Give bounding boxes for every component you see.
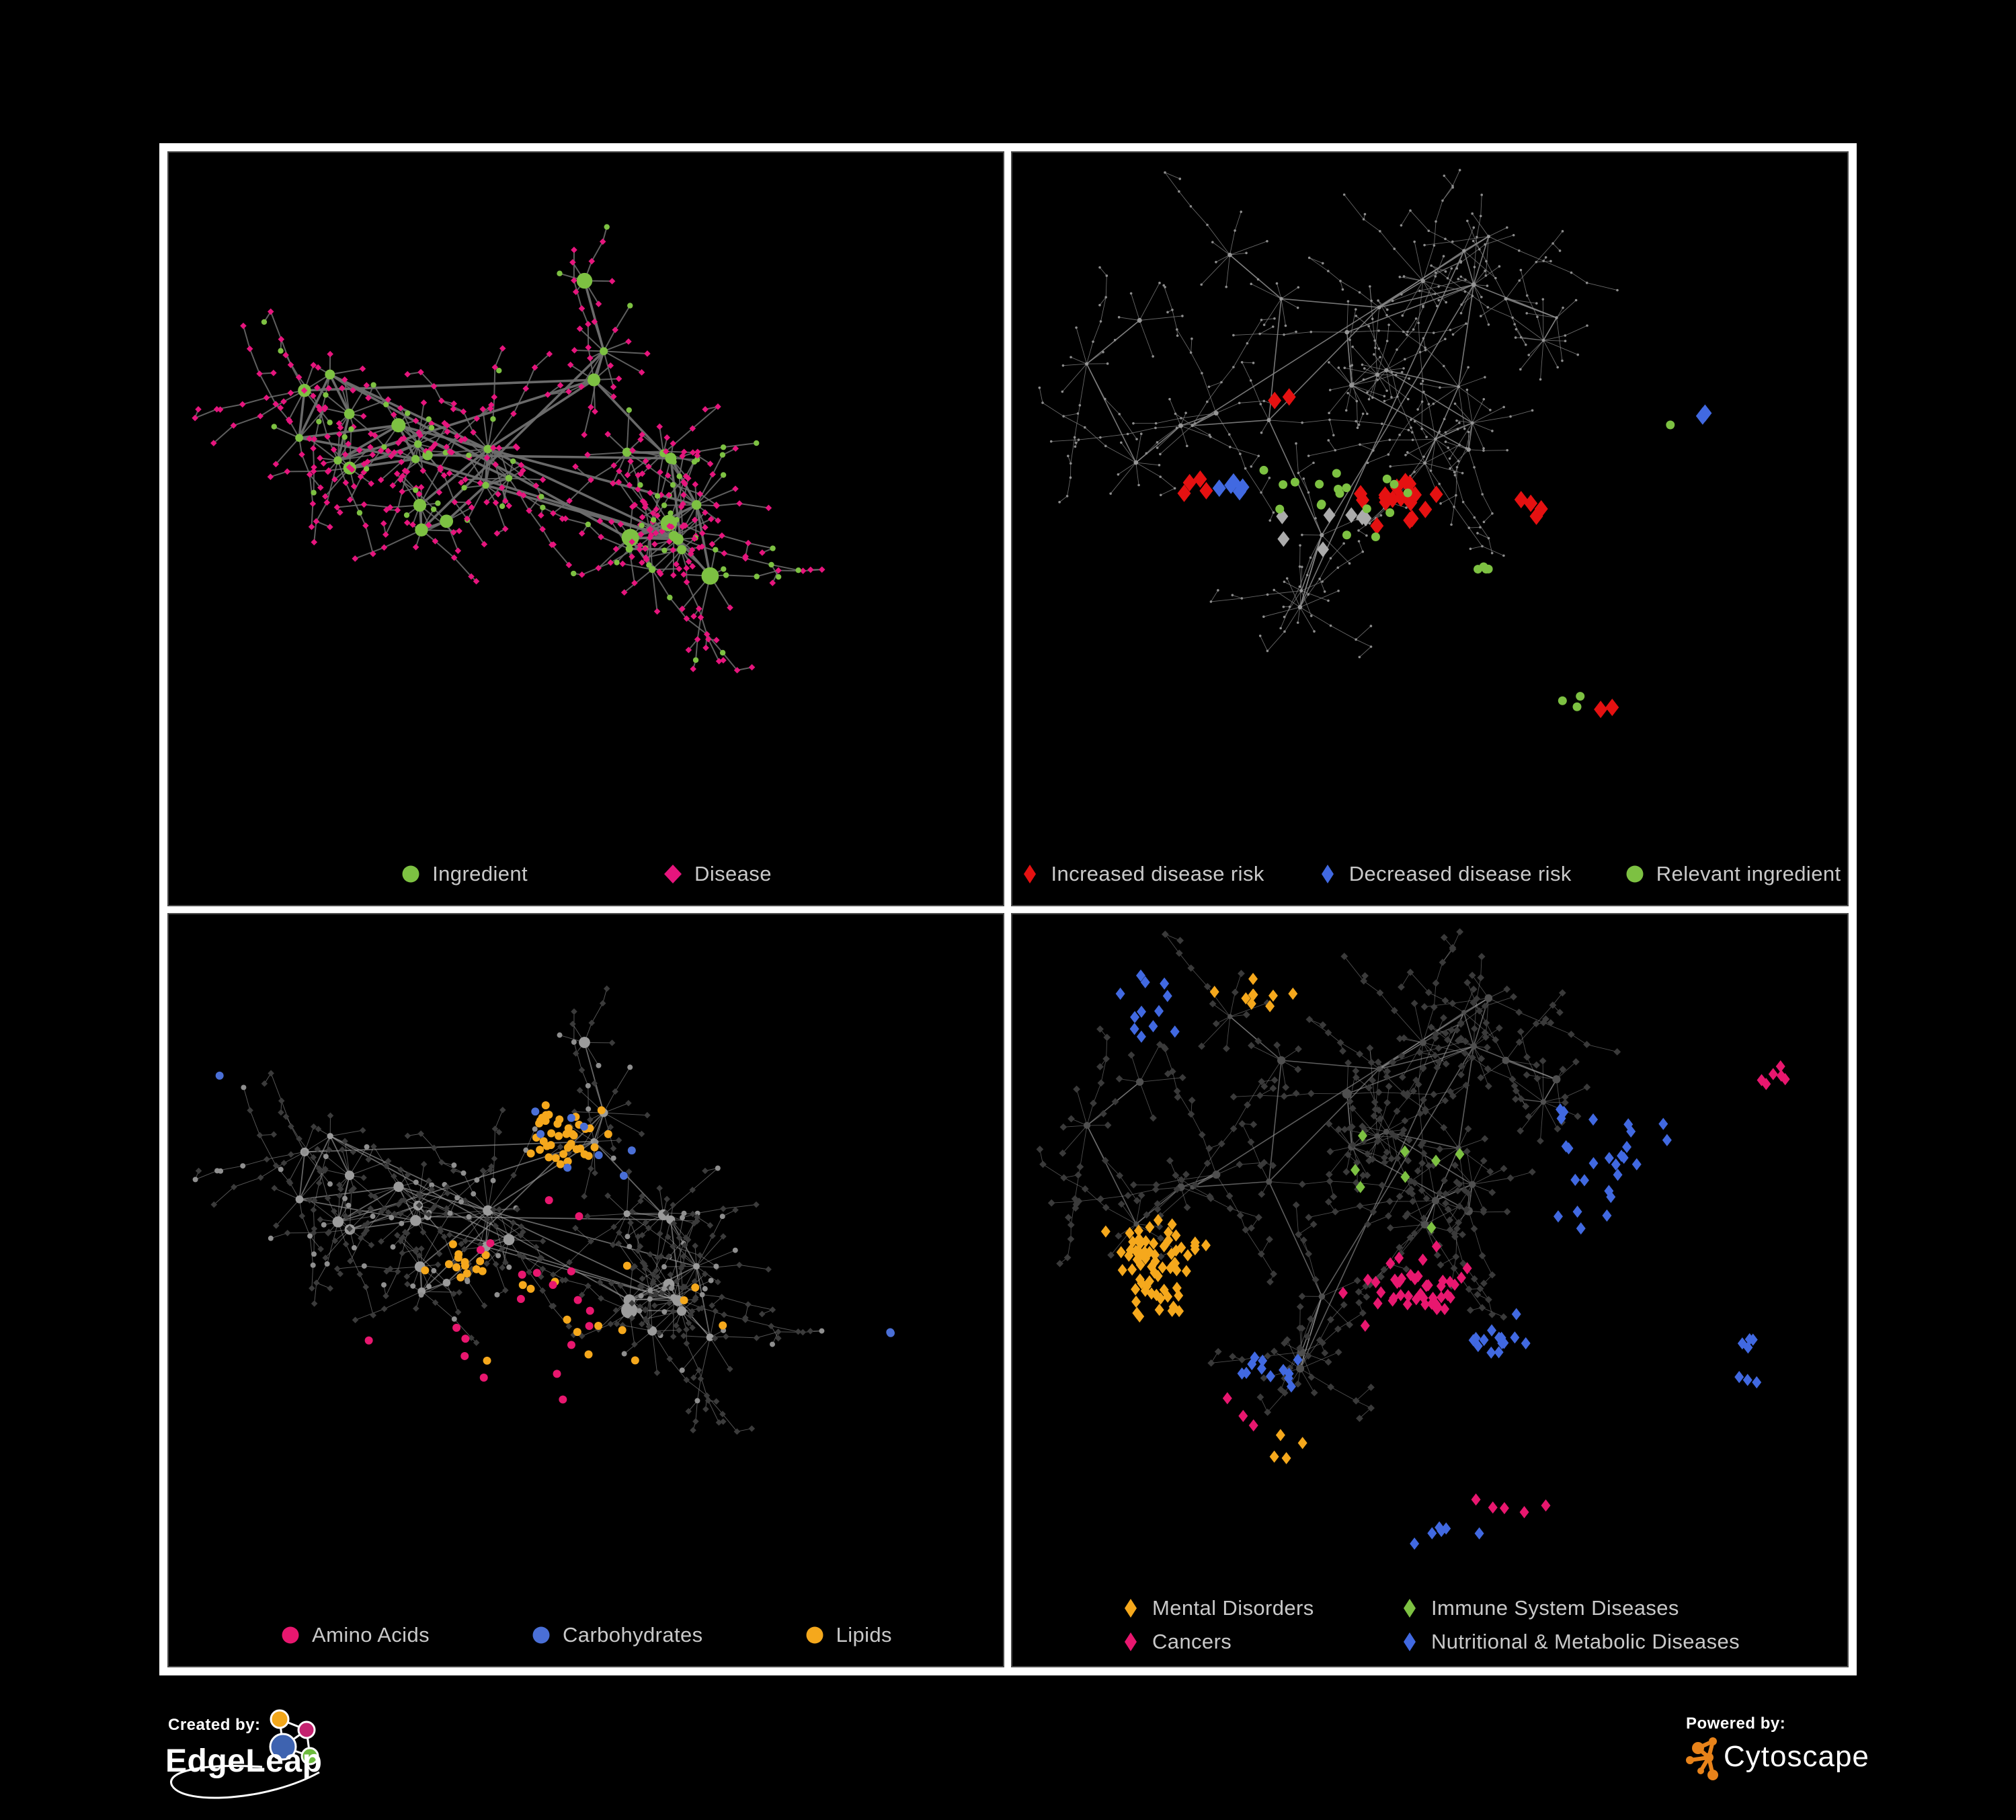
edgeleap-swoosh — [170, 1765, 320, 1799]
legend-circle-icon — [532, 1626, 550, 1644]
legend-item-decreased-disease-risk: Decreased disease risk — [1317, 862, 1572, 886]
legend-diamond-icon — [1124, 1632, 1137, 1651]
legend-label: Lipids — [836, 1623, 892, 1647]
legend-diamond-icon — [1321, 865, 1334, 883]
network-graph-nutrient-classes — [192, 985, 895, 1435]
legend-disease-classes: Mental Disorders Immune System Diseases Ca… — [1012, 1596, 1847, 1654]
legend-nutrient-classes: Amino Acids Carbohydrates Lipids — [169, 1623, 1003, 1647]
panel-nutrient-classes: Amino Acids Carbohydrates Lipids — [167, 913, 1004, 1667]
legend-label: Ingredient — [432, 862, 528, 885]
legend-item-mental-disorders: Mental Disorders — [1120, 1596, 1372, 1620]
legend-label: Disease — [694, 862, 772, 885]
cytoscape-logo-icon — [1686, 1737, 1718, 1780]
cytoscape-credit: Powered by: Cytoscape — [1682, 1708, 1870, 1802]
edgeleap-node-green — [300, 1747, 319, 1766]
legend-circle-icon — [806, 1626, 823, 1644]
cytoscape-wordmark: Cytoscape — [1724, 1740, 1869, 1773]
legend-diamond-icon — [1403, 1599, 1416, 1618]
legend-item-immune-system-diseases: Immune System Diseases — [1399, 1596, 1740, 1620]
legend-circle-icon — [402, 865, 419, 883]
edgeleap-node-pink — [297, 1720, 316, 1739]
legend-label: Decreased disease risk — [1348, 862, 1572, 885]
legend-label: Amino Acids — [312, 1623, 430, 1647]
created-by-label: Created by: — [168, 1716, 261, 1734]
legend-circle-icon — [282, 1626, 299, 1644]
legend-label: Increased disease risk — [1051, 862, 1264, 885]
legend-item-nutritional-metabolic-diseases: Nutritional & Metabolic Diseases — [1399, 1630, 1740, 1654]
edgeleap-wordmark: EdgeLeap — [165, 1743, 323, 1779]
legend-label: Nutritional & Metabolic Diseases — [1430, 1630, 1740, 1653]
legend-item-increased-disease-risk: Increased disease risk — [1019, 862, 1264, 886]
legend-ingredient-disease: Ingredient Disease — [169, 862, 1003, 886]
legend-diamond-icon — [664, 865, 682, 883]
legend-label: Carbohydrates — [563, 1623, 703, 1647]
panel-ingredient-disease: Ingredient Disease — [167, 151, 1004, 906]
legend-item-amino-acids: Amino Acids — [280, 1623, 430, 1647]
legend-label: Mental Disorders — [1152, 1596, 1314, 1620]
edgeleap-node-orange — [270, 1709, 290, 1729]
panel-disease-risk: Increased disease risk Decreased disease … — [1011, 151, 1849, 906]
legend-item-relevant-ingredient: Relevant ingredient — [1624, 862, 1841, 886]
legend-disease-risk: Increased disease risk Decreased disease … — [1012, 862, 1847, 886]
legend-item-disease: Disease — [662, 862, 772, 886]
legend-label: Relevant ingredient — [1656, 862, 1841, 885]
legend-label: Cancers — [1152, 1630, 1232, 1653]
legend-item-lipids: Lipids — [804, 1623, 892, 1647]
network-graph-disease-classes — [1036, 928, 1790, 1550]
four-panel-frame: Ingredient Disease Increased disease risk… — [159, 143, 1857, 1675]
legend-label: Immune System Diseases — [1430, 1596, 1679, 1620]
network-graph-disease-risk — [1038, 169, 1712, 719]
legend-item-ingredient: Ingredient — [400, 862, 528, 886]
legend-item-carbohydrates: Carbohydrates — [530, 1623, 703, 1647]
legend-diamond-icon — [1023, 865, 1036, 883]
edgeleap-logo-icon — [170, 1709, 320, 1799]
legend-circle-icon — [1626, 865, 1644, 883]
legend-diamond-icon — [1403, 1632, 1416, 1651]
legend-item-cancers: Cancers — [1120, 1630, 1372, 1654]
powered-by-label: Powered by: — [1686, 1714, 1786, 1733]
network-graph-ingredient-disease — [192, 224, 825, 674]
edgeleap-node-blue — [269, 1733, 297, 1761]
panel-disease-classes: Mental Disorders Immune System Diseases Ca… — [1011, 913, 1849, 1667]
edgeleap-credit: Created by: EdgeLeap — [161, 1708, 551, 1815]
legend-diamond-icon — [1124, 1599, 1137, 1618]
